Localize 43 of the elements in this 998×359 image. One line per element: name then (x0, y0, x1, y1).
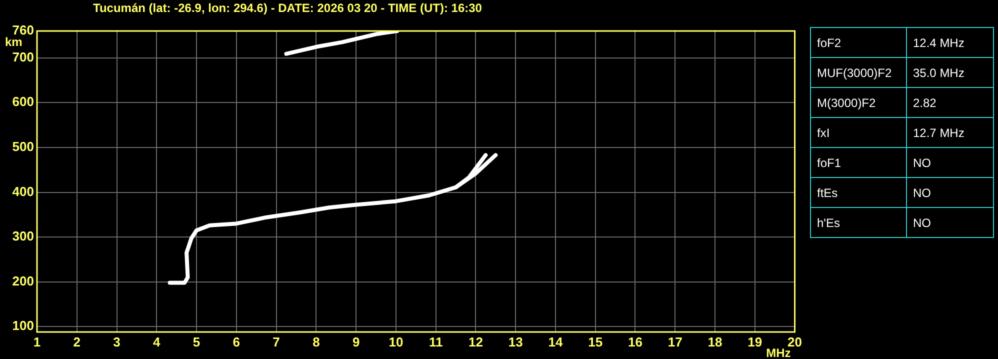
y-tick-label: 700 (12, 49, 34, 64)
y-tick-label: 760 (12, 22, 34, 38)
y-tick-label: 400 (12, 184, 34, 199)
text: 35.0 MHz (906, 58, 994, 88)
chart-title: Tucumán (lat: -26.9, lon: 294.6) - DATE: 2026 03 20 - TIME (UT): 16:30 (93, 1, 482, 15)
x-tick-label: 5 (192, 334, 200, 350)
x-tick-label: 2 (73, 334, 80, 350)
x-tick-label: 18 (708, 334, 722, 350)
x-tick-label: 4 (153, 334, 162, 350)
text: NO (906, 208, 994, 238)
y-tick-label: 600 (12, 94, 34, 110)
text: 12.4 MHz (906, 28, 994, 58)
x-tick-label: 14 (548, 334, 564, 350)
x-tick-label: 13 (508, 334, 523, 350)
x-tick-label: 3 (113, 334, 120, 350)
x-tick-label: 11 (428, 334, 443, 350)
x-tick-label: 9 (352, 334, 360, 350)
category-label: ftEs (810, 178, 906, 208)
x-tick-label: 15 (588, 334, 603, 350)
category-label: h'Es (810, 208, 906, 238)
x-tick-label: 19 (748, 334, 762, 350)
category-label: fxI (810, 118, 906, 148)
x-tick-label: 16 (628, 334, 642, 350)
y-tick-label: 200 (12, 273, 34, 288)
x-tick-label: 7 (272, 334, 280, 350)
category-label: MUF(3000)F2 (810, 58, 906, 88)
y-tick-label: 500 (12, 139, 34, 154)
y-axis-title: km (5, 35, 22, 49)
y-tick-label: 300 (12, 228, 34, 244)
x-tick-label: 6 (232, 334, 240, 350)
x-tick-label: 12 (468, 334, 483, 350)
category-label: foF2 (810, 28, 906, 58)
x-tick-label: 17 (668, 334, 682, 350)
category-label: M(3000)F2 (810, 88, 906, 118)
x-tick-label: 10 (388, 334, 404, 350)
text: 12.7 MHz (906, 118, 994, 148)
y-tick-label: 100 (12, 318, 34, 334)
category-label: foF1 (810, 148, 906, 178)
x-tick-label: 1 (33, 334, 41, 350)
text: NO (906, 148, 994, 178)
text: NO (906, 178, 994, 208)
x-tick-label: 8 (312, 334, 320, 350)
text: 2.82 (906, 88, 994, 118)
